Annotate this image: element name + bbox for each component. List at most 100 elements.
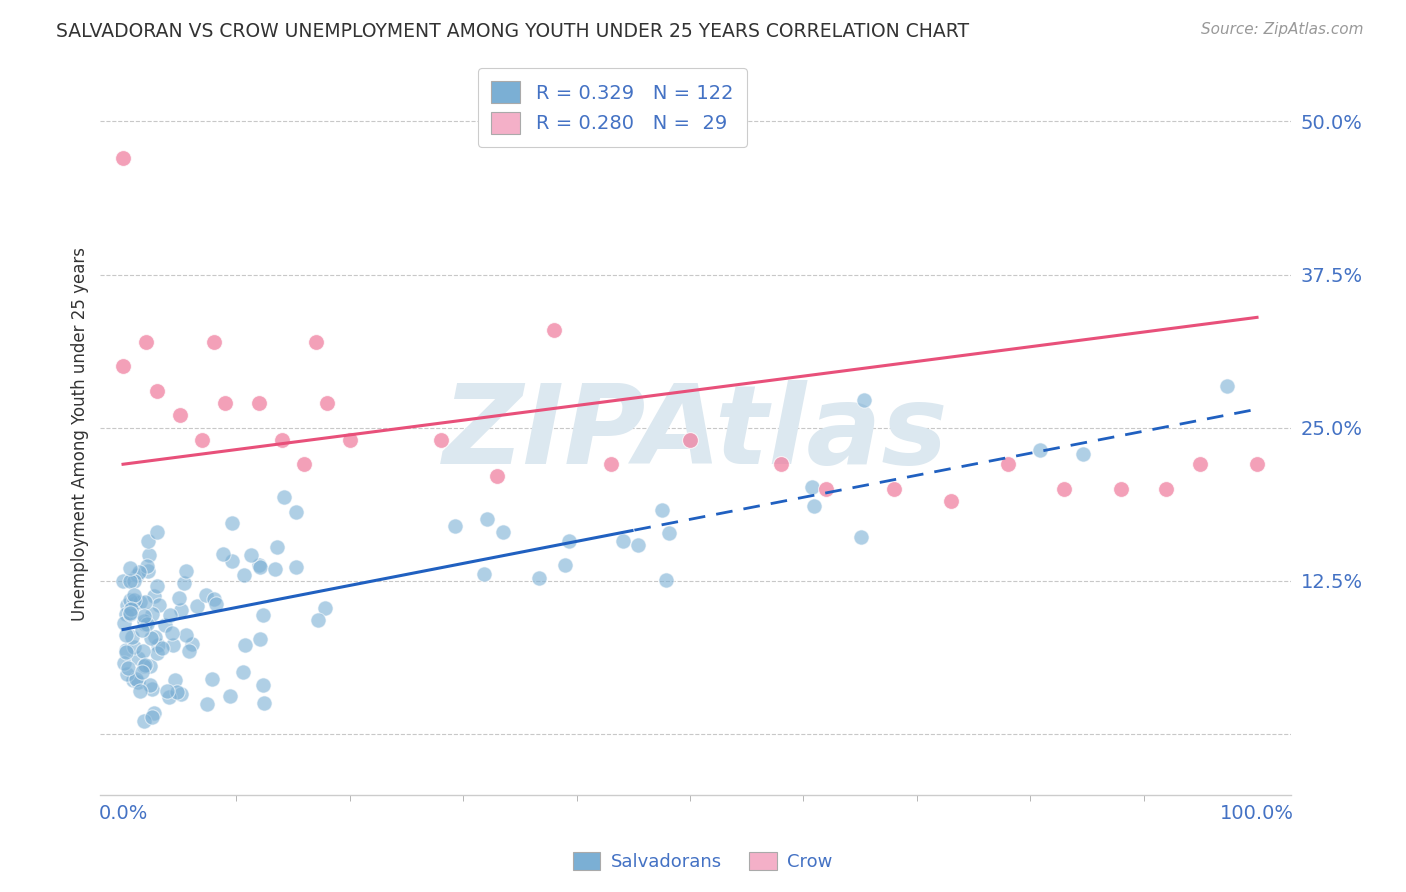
Point <box>170 603 193 617</box>
Point <box>127 674 149 689</box>
Point <box>543 323 565 337</box>
Point <box>150 640 173 655</box>
Point <box>142 706 165 721</box>
Text: Source: ZipAtlas.com: Source: ZipAtlas.com <box>1201 22 1364 37</box>
Point <box>214 396 236 410</box>
Point <box>486 469 509 483</box>
Point <box>148 598 170 612</box>
Point <box>122 588 145 602</box>
Point <box>169 409 191 423</box>
Point <box>240 548 263 562</box>
Text: SALVADORAN VS CROW UNEMPLOYMENT AMONG YOUTH UNDER 25 YEARS CORRELATION CHART: SALVADORAN VS CROW UNEMPLOYMENT AMONG YO… <box>56 22 969 41</box>
Point <box>1189 457 1212 471</box>
Point <box>135 334 157 349</box>
Point <box>658 526 681 541</box>
Point <box>153 618 176 632</box>
Point <box>143 589 166 603</box>
Point <box>233 567 256 582</box>
Point <box>1109 482 1132 496</box>
Point <box>558 533 581 548</box>
Point <box>195 697 218 711</box>
Point <box>554 558 576 573</box>
Point <box>136 558 159 573</box>
Point <box>612 533 634 548</box>
Point <box>492 525 515 540</box>
Point <box>1029 443 1052 458</box>
Point <box>127 568 149 582</box>
Point <box>132 644 155 658</box>
Point <box>173 576 195 591</box>
Point <box>160 626 183 640</box>
Point <box>115 643 138 657</box>
Point <box>249 632 271 647</box>
Text: ZIPAtlas: ZIPAtlas <box>443 380 949 487</box>
Point <box>132 714 155 728</box>
Point <box>194 588 217 602</box>
Point <box>145 646 167 660</box>
Point <box>1071 447 1094 461</box>
Point <box>316 396 339 410</box>
Point <box>134 614 156 628</box>
Point <box>112 574 135 589</box>
Point <box>201 673 224 687</box>
Point <box>853 393 876 408</box>
Point <box>134 595 156 609</box>
Point <box>247 558 270 572</box>
Point <box>112 151 135 165</box>
Point <box>156 684 179 698</box>
Point <box>252 678 274 692</box>
Point <box>1216 379 1239 393</box>
Point <box>118 561 141 575</box>
Point <box>273 490 295 504</box>
Point <box>122 673 145 688</box>
Point <box>801 480 824 494</box>
Point <box>527 571 550 585</box>
Point <box>139 631 162 645</box>
Point <box>202 591 225 606</box>
Point <box>627 538 650 552</box>
Point <box>115 598 138 612</box>
Point <box>138 548 160 562</box>
Point <box>117 661 139 675</box>
Point <box>122 574 145 588</box>
Point <box>118 607 141 622</box>
Point <box>211 548 233 562</box>
Legend: R = 0.329   N = 122, R = 0.280   N =  29: R = 0.329 N = 122, R = 0.280 N = 29 <box>478 68 747 147</box>
Point <box>132 658 155 673</box>
Point <box>174 628 197 642</box>
Point <box>815 482 838 496</box>
Point <box>121 630 143 644</box>
Point <box>472 567 495 582</box>
Point <box>124 596 146 610</box>
Point <box>167 591 190 606</box>
Point <box>249 560 271 574</box>
Point <box>202 334 225 349</box>
Point <box>252 607 274 622</box>
Point <box>191 433 214 447</box>
Point <box>117 667 139 681</box>
Point <box>118 592 141 607</box>
Point <box>127 651 149 665</box>
Point <box>112 657 135 671</box>
Point <box>134 608 156 623</box>
Point <box>294 457 316 471</box>
Point <box>115 645 138 659</box>
Point <box>157 690 180 704</box>
Point <box>169 686 191 700</box>
Point <box>118 574 141 588</box>
Point <box>131 624 153 638</box>
Legend: Salvadorans, Crow: Salvadorans, Crow <box>567 845 839 879</box>
Point <box>145 524 167 539</box>
Point <box>120 602 142 616</box>
Point <box>221 516 243 530</box>
Point <box>112 615 135 630</box>
Point <box>219 690 242 704</box>
Point <box>141 607 163 621</box>
Point <box>166 685 188 699</box>
Point <box>134 617 156 632</box>
Point <box>134 658 156 673</box>
Point <box>136 564 159 578</box>
Point <box>141 682 163 697</box>
Point <box>128 565 150 579</box>
Point <box>139 658 162 673</box>
